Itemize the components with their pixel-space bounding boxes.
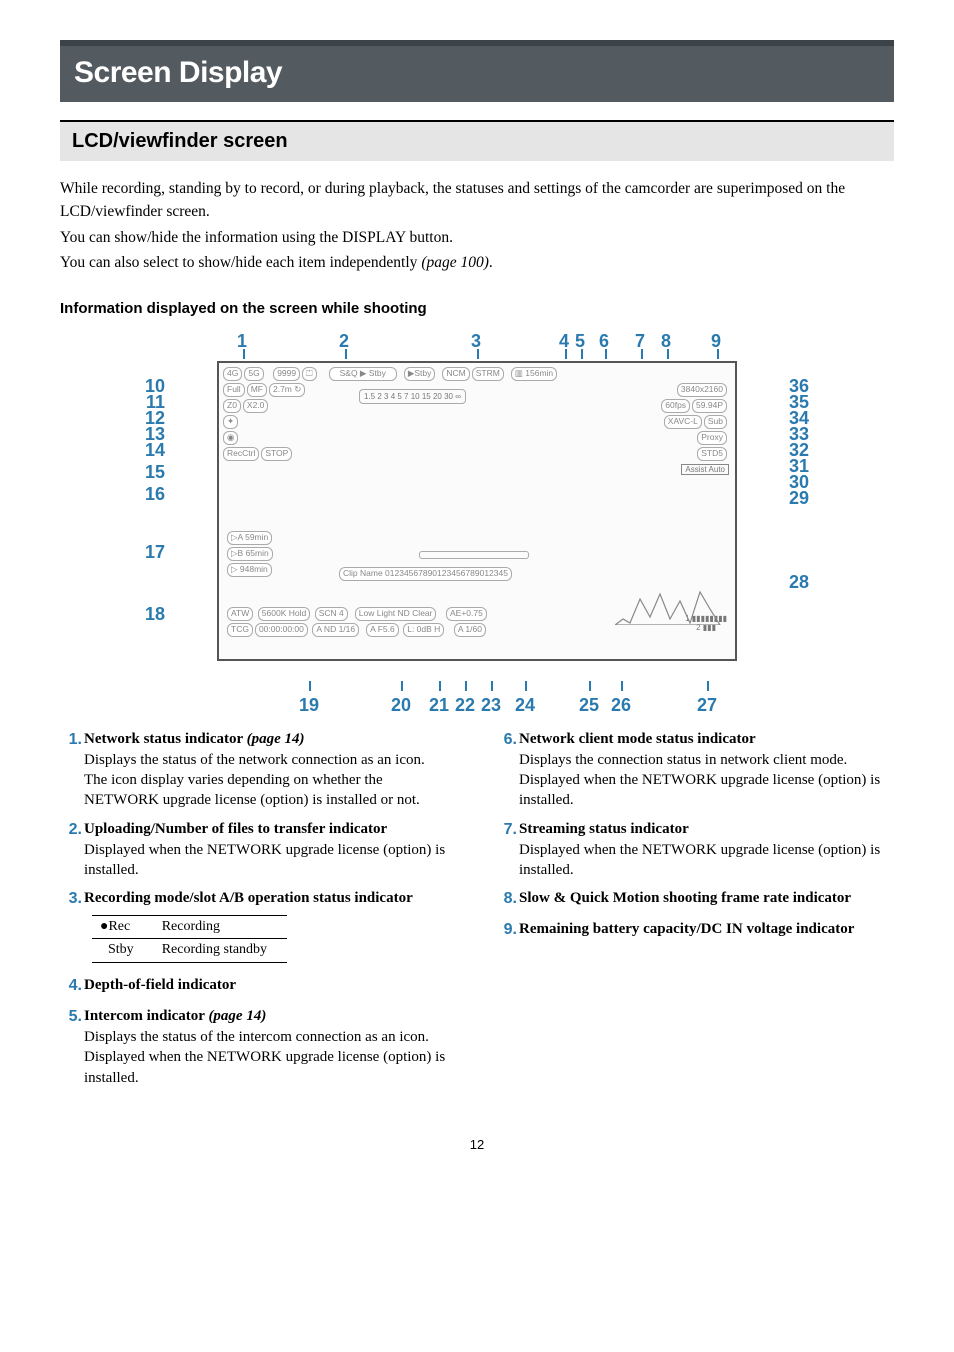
item-3: 3 Recording mode/slot A/B operation stat…	[60, 888, 459, 967]
osd-row10: TCG00:00:00:00 A ND 1/16 A F5.6 L: 0dB H…	[227, 623, 488, 637]
osd-row7: Assist Auto	[681, 464, 729, 475]
screen-diagram: 1 2 3 4 5 6 7 8 9 10 11 12 13 14 15	[60, 333, 894, 701]
osd-row6b: STD5	[697, 447, 727, 461]
osd-row4a: ✦	[223, 415, 238, 429]
section-heading: LCD/viewfinder screen	[72, 127, 882, 155]
item-7: 7 Streaming status indicator Displayed w…	[495, 819, 894, 881]
osd-row4b: XAVC-LSub	[664, 415, 729, 429]
page-title-bar: Screen Display	[60, 40, 894, 102]
intro-p1: While recording, standing by to record, …	[60, 177, 894, 224]
osd-progress	[419, 551, 529, 559]
osd-row5a: ◉	[223, 431, 238, 445]
item-2: 2 Uploading/Number of files to transfer …	[60, 819, 459, 881]
osd-focus-scale: 1.5 2 3 4 5 7 10 15 20 30 ∞	[359, 389, 466, 404]
rec-table: ●RecRecording StbyRecording standby	[92, 915, 287, 964]
page-number: 12	[60, 1136, 894, 1154]
osd-row2b: 3840x2160	[677, 383, 729, 397]
osd-row3a: Z0X2.0	[223, 399, 270, 413]
intro-p3: You can also select to show/hide each it…	[60, 251, 894, 274]
osd-row9: ATW 5600K Hold SCN 4 Low Light ND Clear …	[227, 607, 489, 621]
item-1-desc: Displays the status of the network conne…	[84, 750, 459, 811]
osd-row5b: Proxy	[697, 431, 727, 445]
osd-media-a: ▷A 59min	[227, 531, 274, 545]
section-heading-bar: LCD/viewfinder screen	[60, 120, 894, 161]
subheading: Information displayed on the screen whil…	[60, 298, 894, 319]
osd-row3b: 60fps59.94P	[661, 399, 729, 413]
osd-media-b: ▷B 65min	[227, 547, 275, 561]
osd-media-total: ▷ 948min	[227, 563, 274, 577]
page-title: Screen Display	[74, 52, 880, 94]
osd-row1: 4G5G 9999⏍ S&Q ▶ Stby ▶Stby NCMSTRM ▥ 15…	[223, 367, 559, 381]
osd-row6a: RecCtrlSTOP	[223, 447, 294, 461]
left-column: 1 Network status indicator (page 14) Dis…	[60, 729, 459, 1096]
item-6: 6 Network client mode status indicator D…	[495, 729, 894, 811]
osd-row2a: FullMF2.7m ↻	[223, 383, 307, 397]
lcd-screen: 4G5G 9999⏍ S&Q ▶ Stby ▶Stby NCMSTRM ▥ 15…	[217, 361, 737, 661]
item-1: 1 Network status indicator (page 14) Dis…	[60, 729, 459, 811]
item-4: 4 Depth-of-field indicator	[60, 975, 459, 997]
item-5: 5 Intercom indicator (page 14) Displays …	[60, 1006, 459, 1088]
description-columns: 1 Network status indicator (page 14) Dis…	[60, 729, 894, 1096]
intro-p2: You can show/hide the information using …	[60, 226, 894, 249]
waveform-icon	[615, 589, 725, 625]
item-8: 8 Slow & Quick Motion shooting frame rat…	[495, 888, 894, 910]
item-9: 9 Remaining battery capacity/DC IN volta…	[495, 919, 894, 941]
right-column: 6 Network client mode status indicator D…	[495, 729, 894, 1096]
intro-block: While recording, standing by to record, …	[60, 177, 894, 274]
osd-clip-name: Clip Name 01234567890123456789012345	[339, 567, 512, 581]
